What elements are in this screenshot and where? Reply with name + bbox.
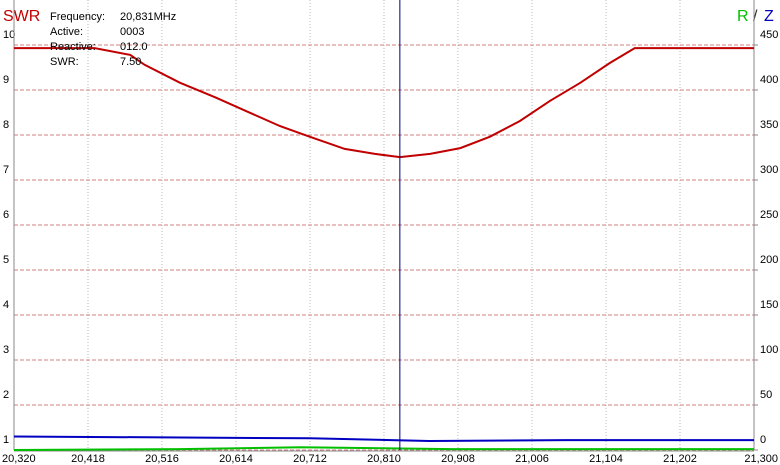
series-line (14, 47, 754, 159)
y-tick-label: 8 (3, 119, 9, 131)
y-tick-label: 6 (3, 209, 9, 221)
readout-label: Reactive: (50, 41, 96, 53)
y2-tick-label: 400 (760, 74, 778, 86)
y-tick-label: 7 (3, 164, 9, 176)
readout-value: 0003 (120, 26, 144, 38)
x-tick-label: 21,006 (515, 453, 549, 465)
y2-tick-label: 150 (760, 299, 778, 311)
y2-tick-label: 300 (760, 164, 778, 176)
y2-tick-label: 200 (760, 254, 778, 266)
y2-tick-label: 0 (760, 434, 766, 446)
readout-value: 7.50 (120, 56, 141, 68)
series-line (13, 435, 754, 443)
y2-tick-label: 350 (760, 119, 778, 131)
y-tick-label: 10 (3, 29, 15, 41)
x-tick-label: 21,202 (663, 453, 697, 465)
left-axis-title: SWR (3, 8, 40, 25)
y-tick-label: 1 (3, 434, 9, 446)
y-tick-label: 2 (3, 389, 9, 401)
y2-tick-label: 250 (760, 209, 778, 221)
series-line (13, 446, 754, 451)
y2-tick-label: 450 (760, 29, 778, 41)
x-tick-label: 20,320 (2, 453, 36, 465)
y2-tick-label: 50 (760, 389, 772, 401)
x-tick-label: 21,300 (744, 453, 778, 465)
x-tick-label: 21,104 (589, 453, 623, 465)
readout-label: SWR: (50, 56, 79, 68)
readout-label: Active: (50, 26, 83, 38)
x-tick-label: 20,418 (71, 453, 105, 465)
y2-tick-label: 100 (760, 344, 778, 356)
separator: / (753, 8, 758, 25)
x-tick-label: 20,614 (219, 453, 253, 465)
y-tick-label: 4 (3, 299, 9, 311)
readout-label: Frequency: (50, 11, 105, 23)
y-tick-label: 9 (3, 74, 9, 86)
x-tick-label: 20,908 (441, 453, 475, 465)
x-tick-label: 20,516 (145, 453, 179, 465)
readout-value: 20,831MHz (120, 11, 176, 23)
right-axis-title-z: Z (764, 8, 774, 25)
right-axis-title-r: R (737, 8, 749, 25)
y-tick-label: 3 (3, 344, 9, 356)
readout-value: 012.0 (120, 41, 148, 53)
x-tick-label: 20,712 (293, 453, 327, 465)
x-tick-label: 20,810 (367, 453, 401, 465)
y-tick-label: 5 (3, 254, 9, 266)
